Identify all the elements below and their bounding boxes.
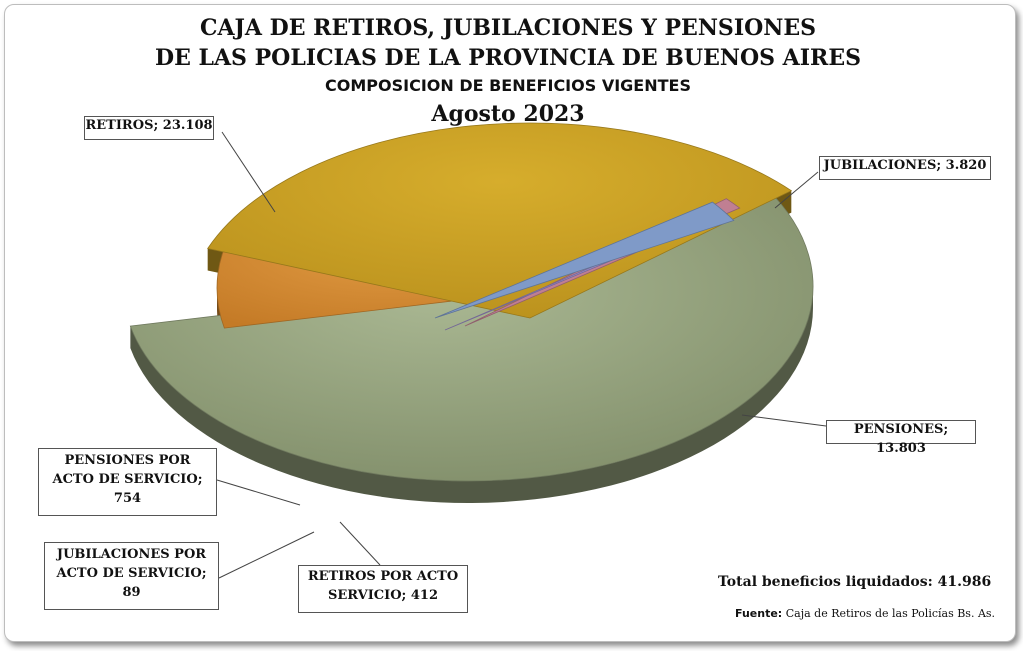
label-line: JUBILACIONES POR — [56, 547, 207, 562]
label-line: ACTO DE SERVICIO; — [56, 565, 207, 581]
source-label: Fuente: — [735, 607, 783, 620]
label-line: 89 — [122, 584, 141, 600]
leader-line-pensiones_acto — [216, 479, 301, 506]
slice-label-pensiones-acto-servicio: PENSIONES POR ACTO DE SERVICIO; 754 — [38, 448, 217, 516]
label-line: PENSIONES POR — [64, 453, 191, 468]
source-note: Fuente: Caja de Retiros de las Policías … — [735, 607, 995, 620]
total-benefits: Total beneficios liquidados: 41.986 — [718, 574, 992, 590]
label-line: RETIROS POR ACTO — [307, 569, 459, 584]
leader-line-retiros — [221, 131, 276, 213]
slice-label-jubilaciones-acto-servicio: JUBILACIONES POR ACTO DE SERVICIO; 89 — [44, 542, 219, 610]
slice-label-retiros: RETIROS; 23.108 — [84, 116, 214, 140]
label-line: ACTO DE SERVICIO; — [52, 471, 203, 487]
leader-line-retiros_acto — [339, 521, 381, 566]
chart-period: Agosto 2023 — [431, 101, 585, 127]
slice-label-jubilaciones: JUBILACIONES; 3.820 — [819, 156, 991, 180]
chart-title-line-1: CAJA DE RETIROS, JUBILACIONES Y PENSIONE… — [199, 15, 817, 41]
chart-subtitle: COMPOSICION DE BENEFICIOS VIGENTES — [325, 76, 691, 95]
label-line: SERVICIO; 412 — [327, 587, 439, 603]
slice-pensiones_acto — [434, 201, 735, 319]
leader-line-jubilaciones_acto — [218, 531, 315, 579]
chart-title-line-2: DE LAS POLICIAS DE LA PROVINCIA DE BUENO… — [155, 45, 861, 71]
source-text: Caja de Retiros de las Policías Bs. As. — [785, 607, 996, 620]
label-line: 754 — [113, 490, 142, 506]
slice-pensiones — [207, 122, 793, 319]
slice-label-retiros-acto-servicio: RETIROS POR ACTO SERVICIO; 412 — [298, 565, 468, 613]
leader-line-jubilaciones — [774, 171, 819, 209]
leader-line-pensiones — [741, 414, 827, 427]
slice-label-pensiones: PENSIONES; 13.803 — [826, 420, 976, 456]
